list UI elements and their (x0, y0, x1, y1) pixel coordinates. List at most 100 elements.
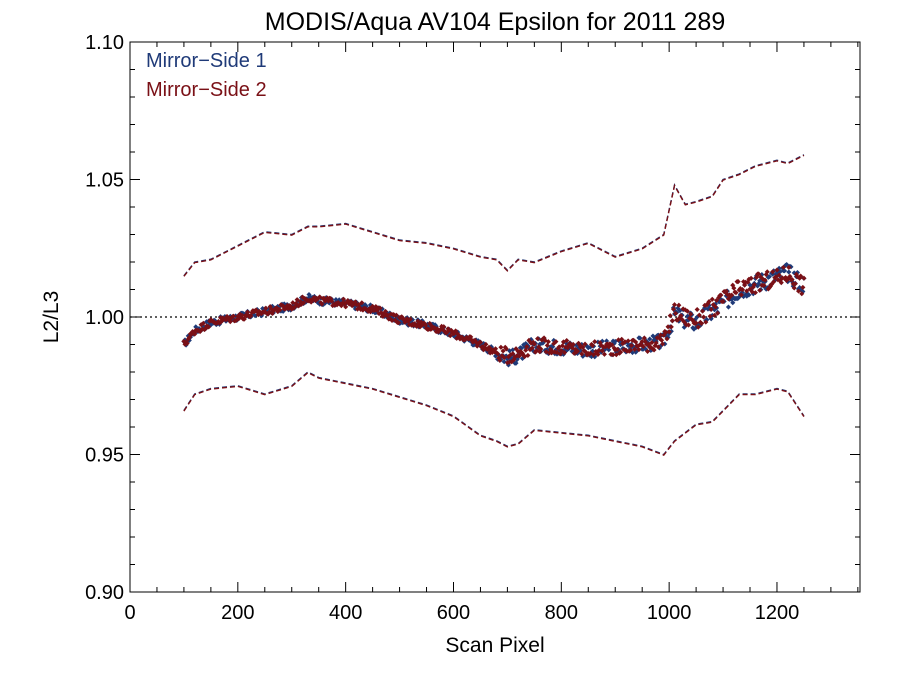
mirror-side-2-point (200, 320, 206, 326)
mirror-side-2-point (738, 292, 744, 298)
mirror-side-2-point (720, 298, 726, 305)
mirror-side-2-point (735, 279, 741, 285)
mirror-side-2-point (564, 338, 570, 344)
mirror-side-2-point (383, 308, 389, 314)
mirror-side-2-point (668, 324, 674, 330)
legend-entry-mirror-side-2: Mirror−Side 2 (146, 79, 267, 101)
x-axis-label: Scan Pixel (445, 634, 544, 657)
mirror-side-2-point (678, 313, 684, 319)
mirror-side-2-point (301, 300, 307, 306)
mirror-side-2-point (729, 292, 735, 298)
chart-title: MODIS/Aqua AV104 Epsilon for 2011 289 (265, 8, 725, 36)
mirror-side-2-point (596, 347, 602, 353)
mirror-side-2-point (666, 329, 672, 335)
mirror-side-2-upper-bound-line (183, 154, 805, 277)
mirror-side-2-point (669, 318, 675, 324)
mirror-side-2-point (377, 305, 383, 311)
mirror-side-2-point (574, 348, 581, 354)
mirror-side-2-point (708, 306, 714, 313)
mirror-side-2-point (684, 308, 691, 314)
mirror-side-2-point (277, 307, 283, 313)
mirror-side-2-lower-bound-line (183, 371, 805, 456)
mirror-side-2-point (688, 311, 694, 317)
mirror-side-1-point (647, 336, 653, 342)
mirror-side-2-point (343, 304, 349, 310)
x-tick-label: 200 (221, 602, 254, 624)
mirror-side-2-point (633, 339, 639, 345)
mirror-side-2-point (263, 305, 269, 311)
mirror-side-1-lower-bound-line (183, 371, 805, 456)
mirror-side-2-point (640, 343, 646, 350)
mirror-side-2-point (483, 341, 489, 347)
y-axis-label: L2/L3 (40, 291, 63, 344)
mirror-side-2-point (407, 316, 413, 322)
mirror-side-2-point (659, 337, 665, 343)
mirror-side-2-point (791, 285, 797, 291)
mirror-side-1-point (766, 274, 772, 280)
mirror-side-2-point (529, 345, 535, 351)
mirror-side-2-point (618, 349, 624, 355)
y-tick-label: 1.10 (85, 32, 124, 54)
mirror-side-2-point (510, 351, 516, 357)
mirror-side-2-point (711, 312, 717, 318)
mirror-side-2-point (239, 312, 245, 319)
mirror-side-2-point (739, 287, 746, 293)
mirror-side-2-point (610, 352, 616, 358)
mirror-side-2-point (582, 341, 588, 347)
mirror-side-2-point (731, 285, 737, 291)
y-tick-label: 0.95 (85, 445, 124, 467)
mirror-side-2-point (744, 288, 750, 294)
mirror-side-2-point (498, 344, 504, 350)
mirror-side-2-point (503, 346, 509, 352)
mirror-side-2-point (733, 290, 739, 296)
mirror-side-2-point (230, 313, 237, 319)
mirror-side-1-upper-bound-line (183, 154, 805, 277)
mirror-side-2-point (524, 344, 530, 350)
mirror-side-2-point (632, 346, 638, 352)
mirror-side-2-point (553, 339, 559, 345)
mirror-side-2-point (712, 304, 719, 310)
mirror-side-2-point (676, 302, 682, 308)
mirror-side-2-point (370, 303, 376, 309)
mirror-side-2-point (707, 313, 713, 319)
mirror-side-2-point (599, 348, 605, 354)
mirror-side-2-point (703, 319, 709, 325)
mirror-side-2-point (706, 299, 712, 305)
mirror-side-2-point (695, 324, 701, 330)
mirror-side-2-point (393, 312, 399, 318)
mirror-side-2-point (761, 282, 767, 288)
mirror-side-2-point (184, 340, 190, 346)
mirror-side-2-point (801, 275, 807, 281)
mirror-side-1-point (786, 269, 792, 275)
x-tick-label: 800 (545, 602, 578, 624)
mirror-side-2-point (696, 312, 702, 318)
mirror-side-2-point (628, 343, 634, 349)
mirror-side-2-point (535, 336, 541, 342)
mirror-side-2-point (492, 346, 499, 352)
legend: Mirror−Side 1 Mirror−Side 2 (146, 50, 267, 101)
mirror-side-2-point (660, 341, 666, 347)
mirror-side-2-point (192, 331, 198, 337)
mirror-side-1-point (725, 304, 731, 310)
mirror-side-2-point (651, 347, 657, 353)
x-tick-label: 1000 (647, 602, 692, 624)
mirror-side-2-point (359, 300, 365, 306)
mirror-side-2-point (752, 290, 758, 296)
mirror-side-2-point (500, 348, 506, 354)
mirror-side-2-point (477, 339, 483, 345)
mirror-side-2-point (665, 324, 671, 330)
mirror-side-2-point (531, 341, 537, 347)
mirror-side-2-point (319, 301, 325, 307)
mirror-side-2-point (595, 351, 601, 357)
mirror-side-2-point (453, 328, 459, 334)
mirror-side-2-point (786, 264, 792, 270)
mirror-side-2-point (389, 317, 395, 324)
mirror-side-2-point (764, 269, 770, 275)
mirror-side-2-point (206, 324, 212, 330)
y-tick-label: 1.05 (85, 170, 124, 192)
mirror-side-2-point (395, 320, 402, 326)
mirror-side-2-point (718, 292, 724, 298)
mirror-side-2-point (497, 357, 503, 363)
